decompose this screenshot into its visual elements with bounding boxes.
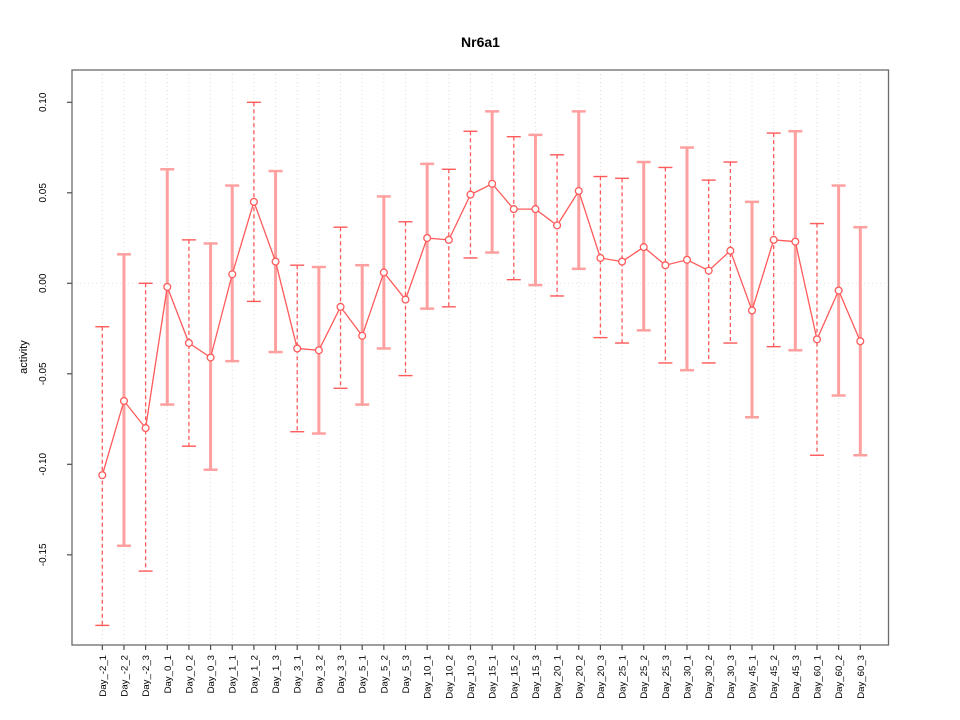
x-tick-label: Day_3_1 [293,655,304,693]
x-tick-label: Day_25_1 [618,655,629,699]
plot-box [71,69,890,646]
data-point [379,268,388,277]
data-point [401,295,410,304]
data-point [769,235,778,244]
x-tick-label: Day_45_3 [791,655,802,699]
data-point [488,179,497,188]
data-point [184,338,193,348]
x-tick-label: Day_1_1 [228,655,239,693]
y-tick-label: -0.15 [38,543,49,566]
data-point [639,243,648,252]
x-tick-label: Day_-2_1 [98,655,109,697]
data-point [661,261,670,270]
data-point [466,190,475,199]
x-tick-label: Day_5_2 [379,655,390,693]
x-tick-label: Day_20_2 [574,655,585,699]
x-tick-label: Day_15_2 [509,655,520,699]
chart-title: Nr6a1 [461,34,500,50]
data-point [574,186,583,196]
data-point [618,257,627,266]
x-tick-label: Day_-2_3 [141,655,152,697]
data-point [726,246,735,255]
data-point [812,335,822,344]
x-tick-label: Day_10_2 [444,655,455,699]
data-point [271,257,280,266]
x-tick-label: Day_25_3 [661,655,672,699]
x-tick-label: Day_0_3 [206,655,217,693]
data-point [791,237,800,246]
data-point [336,302,345,311]
series-line [101,182,861,476]
data-point [423,234,432,243]
data-point [747,306,757,315]
x-tick-label: Day_60_3 [856,655,867,699]
y-tick-label: 0.00 [38,273,49,293]
data-point [531,205,540,214]
data-point [228,270,237,279]
data-point [444,235,453,244]
y-tick-label: 0.10 [38,92,49,112]
x-tick-label: Day_45_1 [748,655,759,699]
x-tick-label: Day_25_2 [639,655,650,699]
x-tick-label: Day_3_3 [336,655,347,693]
y-tick-label: -0.10 [38,452,49,475]
data-point [553,221,562,230]
data-point [119,396,129,406]
data-point [682,255,692,264]
x-tick-label: Day_60_2 [834,655,845,699]
data-point [141,424,150,433]
data-point [249,197,258,206]
data-point [293,344,302,353]
data-point [856,337,865,346]
x-tick-label: Day_0_1 [163,655,174,693]
x-tick-label: Day_30_3 [726,655,737,699]
x-tick-label: Day_0_2 [184,655,195,693]
x-tick-label: Day_1_3 [271,655,282,693]
x-tick-label: Day_30_1 [683,655,694,699]
x-tick-label: Day_1_2 [249,655,260,693]
data-point [509,205,518,214]
data-point [704,266,713,275]
data-point [834,286,843,295]
x-tick-label: Day_15_1 [488,655,499,699]
x-tick-label: Day_5_3 [401,655,412,693]
x-tick-label: Day_3_2 [314,655,325,693]
y-tick-label: 0.05 [38,183,49,203]
data-point [358,331,367,340]
x-tick-label: Day_10_1 [423,655,434,699]
x-tick-label: Day_-2_2 [119,655,130,697]
data-point [314,346,323,355]
data-point [206,353,215,362]
x-tick-label: Day_5_1 [358,655,369,693]
x-tick-label: Day_60_1 [812,655,823,699]
x-tick-label: Day_15_3 [531,655,542,699]
data-point [98,471,107,480]
x-tick-label: Day_20_3 [596,655,607,699]
x-tick-label: Day_30_2 [704,655,715,699]
data-point [163,282,172,291]
y-tick-label: -0.05 [38,362,49,385]
x-tick-label: Day_10_3 [466,655,477,699]
x-tick-label: Day_45_2 [769,655,780,699]
data-point [596,253,605,263]
x-tick-label: Day_20_1 [553,655,564,699]
